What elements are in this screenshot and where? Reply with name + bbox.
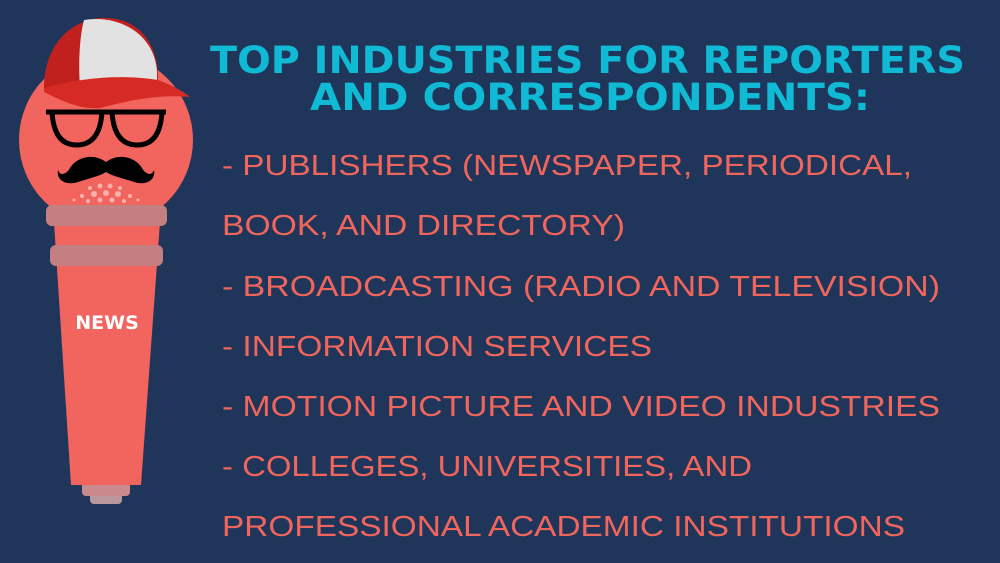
list-line: - INFORMATION SERVICES — [222, 331, 652, 363]
mic-label: NEWS — [75, 312, 139, 334]
grille-dots — [72, 183, 140, 203]
mic-base — [82, 482, 130, 496]
mustache-icon — [57, 156, 155, 184]
mic-handle — [54, 222, 160, 485]
title-line-2: AND CORRESPONDENTS: — [310, 76, 870, 119]
microphone-mascot-icon: NEWS — [19, 17, 193, 504]
list-line: - BROADCASTING (RADIO AND TELEVISION) — [222, 271, 940, 303]
list-line: - PUBLISHERS (NEWSPAPER, PERIODICAL, — [222, 150, 912, 182]
list-line: - COLLEGES, UNIVERSITIES, AND — [222, 451, 752, 483]
list-line: BOOK, AND DIRECTORY) — [222, 210, 625, 242]
glasses-icon — [46, 109, 166, 148]
list-line: - MOTION PICTURE AND VIDEO INDUSTRIES — [222, 391, 940, 423]
mic-band-lower — [50, 245, 163, 266]
mic-band-top — [46, 205, 167, 226]
cap-icon — [44, 17, 190, 109]
title-line-1: TOP INDUSTRIES FOR REPORTERS — [210, 39, 965, 82]
list-line: PROFESSIONAL ACADEMIC INSTITUTIONS — [222, 511, 905, 543]
